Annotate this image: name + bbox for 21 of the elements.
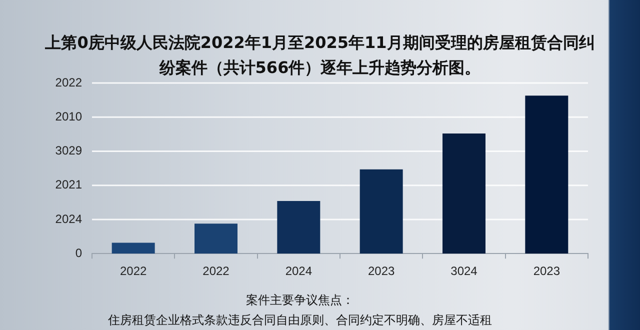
x-tick-label: 2022 [120,264,148,278]
text: 2022 [55,75,82,90]
bar [442,134,486,254]
chart-title: 上第0庑中级人民法院2022年1月至2025年11月期间受理的房屋租赁合同纠纷案件（共计566件）逐年上升趋势分析图。 [45,33,595,77]
text: 案件主要争议焦点： [245,292,355,309]
x-tick-label: 2024 [285,264,312,278]
x-tick-label: 2023 [533,264,560,278]
bar [525,96,568,254]
text: 2021 [55,178,82,192]
bar [194,224,238,254]
x-tick-label: 3024 [450,264,478,278]
bar [277,201,320,254]
bar [360,169,403,254]
text: 3029 [55,144,82,158]
text: 2024 [55,212,82,226]
text: 住房租赁企业格式条款违反合同自由原则、合同约定不明确、房屋不适租 [107,312,493,329]
x-tick-label: 2022 [202,264,230,278]
text: 2010 [55,109,82,124]
bar [112,242,155,254]
x-tick-label: 2023 [368,264,396,278]
text: 0 [75,246,82,260]
